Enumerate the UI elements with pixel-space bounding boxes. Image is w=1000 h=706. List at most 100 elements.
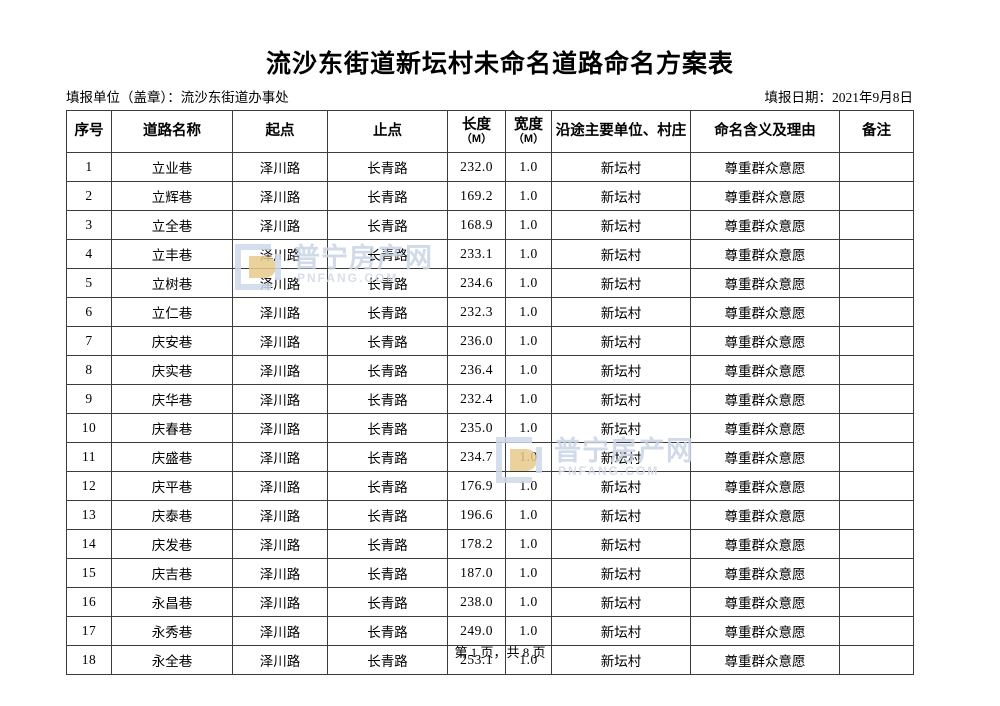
cell-along: 新坛村 bbox=[551, 268, 691, 298]
cell-width: 1.0 bbox=[505, 355, 552, 385]
cell-road-name: 庆春巷 bbox=[111, 413, 233, 443]
column-header-length: 长度 （M） bbox=[447, 110, 506, 153]
cell-start: 泽川路 bbox=[232, 529, 328, 559]
cell-width: 1.0 bbox=[505, 442, 552, 472]
cell-end: 长青路 bbox=[327, 268, 448, 298]
page-number-footer: 第 1 页，共 8 页 bbox=[454, 645, 546, 660]
cell-start: 泽川路 bbox=[232, 558, 328, 588]
cell-road-name: 庆发巷 bbox=[111, 529, 233, 559]
cell-reason: 尊重群众意愿 bbox=[690, 529, 840, 559]
cell-length: 196.6 bbox=[447, 500, 506, 530]
cell-road-name: 永昌巷 bbox=[111, 587, 233, 617]
cell-index: 17 bbox=[66, 616, 112, 646]
cell-length: 232.4 bbox=[447, 384, 506, 414]
cell-note bbox=[839, 645, 914, 675]
cell-length: 238.0 bbox=[447, 587, 506, 617]
cell-index: 14 bbox=[66, 529, 112, 559]
cell-road-name: 立丰巷 bbox=[111, 239, 233, 269]
cell-width: 1.0 bbox=[505, 529, 552, 559]
column-header-width-unit: （M） bbox=[512, 133, 545, 146]
cell-start: 泽川路 bbox=[232, 268, 328, 298]
cell-index: 15 bbox=[66, 558, 112, 588]
cell-note bbox=[839, 297, 914, 327]
table-row: 15 庆吉巷 泽川路 长青路 187.0 1.0 新坛村 尊重群众意愿 bbox=[66, 558, 914, 588]
cell-reason: 尊重群众意愿 bbox=[690, 471, 840, 501]
cell-note bbox=[839, 442, 914, 472]
cell-road-name: 永全巷 bbox=[111, 645, 233, 675]
column-header-index: 序号 bbox=[66, 110, 112, 153]
cell-width: 1.0 bbox=[505, 210, 552, 240]
page-title: 流沙东街道新坛村未命名道路命名方案表 bbox=[265, 51, 734, 78]
table-header: 序号 道路名称 起点 止点 长度 （M） 宽度 （M） 沿途主要单位、村庄 命名含义… bbox=[66, 110, 914, 153]
cell-reason: 尊重群众意愿 bbox=[690, 355, 840, 385]
table-row: 4 立丰巷 泽川路 长青路 233.1 1.0 新坛村 尊重群众意愿 bbox=[66, 239, 914, 269]
cell-note bbox=[839, 355, 914, 385]
cell-note bbox=[839, 268, 914, 298]
reporting-unit-label: 填报单位（盖章）：流沙东街道办事处 bbox=[66, 90, 289, 105]
table-body: 1 立业巷 泽川路 长青路 232.0 1.0 新坛村 尊重群众意愿 2 立辉巷 泽川路 长青路 169… bbox=[66, 152, 914, 675]
cell-note bbox=[839, 616, 914, 646]
table-header-row: 序号 道路名称 起点 止点 长度 （M） 宽度 （M） 沿途主要单位、村庄 命名含义… bbox=[66, 110, 914, 153]
cell-along: 新坛村 bbox=[551, 297, 691, 327]
cell-length: 235.0 bbox=[447, 413, 506, 443]
cell-along: 新坛村 bbox=[551, 587, 691, 617]
cell-road-name: 庆安巷 bbox=[111, 326, 233, 356]
cell-index: 16 bbox=[66, 587, 112, 617]
table-row: 3 立全巷 泽川路 长青路 168.9 1.0 新坛村 尊重群众意愿 bbox=[66, 210, 914, 240]
reporting-date-label: 填报日期：2021年9月8日 bbox=[764, 90, 914, 105]
cell-length: 234.7 bbox=[447, 442, 506, 472]
cell-note bbox=[839, 413, 914, 443]
cell-end: 长青路 bbox=[327, 616, 448, 646]
cell-note bbox=[839, 239, 914, 269]
cell-along: 新坛村 bbox=[551, 152, 691, 182]
cell-width: 1.0 bbox=[505, 471, 552, 501]
cell-end: 长青路 bbox=[327, 529, 448, 559]
cell-reason: 尊重群众意愿 bbox=[690, 587, 840, 617]
cell-along: 新坛村 bbox=[551, 645, 691, 675]
cell-end: 长青路 bbox=[327, 355, 448, 385]
cell-width: 1.0 bbox=[505, 268, 552, 298]
cell-width: 1.0 bbox=[505, 239, 552, 269]
column-header-length-unit: （M） bbox=[460, 133, 493, 146]
cell-reason: 尊重群众意愿 bbox=[690, 268, 840, 298]
cell-end: 长青路 bbox=[327, 645, 448, 675]
cell-start: 泽川路 bbox=[232, 181, 328, 211]
cell-end: 长青路 bbox=[327, 239, 448, 269]
cell-note bbox=[839, 326, 914, 356]
column-header-length-text: 长度 bbox=[462, 117, 491, 134]
cell-along: 新坛村 bbox=[551, 442, 691, 472]
cell-reason: 尊重群众意愿 bbox=[690, 210, 840, 240]
cell-note bbox=[839, 529, 914, 559]
cell-index: 11 bbox=[66, 442, 112, 472]
cell-along: 新坛村 bbox=[551, 413, 691, 443]
cell-length: 234.6 bbox=[447, 268, 506, 298]
cell-road-name: 立树巷 bbox=[111, 268, 233, 298]
cell-index: 9 bbox=[66, 384, 112, 414]
cell-index: 12 bbox=[66, 471, 112, 501]
table-row: 14 庆发巷 泽川路 长青路 178.2 1.0 新坛村 尊重群众意愿 bbox=[66, 529, 914, 559]
cell-along: 新坛村 bbox=[551, 558, 691, 588]
cell-index: 6 bbox=[66, 297, 112, 327]
cell-start: 泽川路 bbox=[232, 471, 328, 501]
table-row: 18 永全巷 泽川路 长青路 253.1 1.0 新坛村 尊重群众意愿 bbox=[66, 645, 914, 675]
road-naming-table-wrapper: 序号 道路名称 起点 止点 长度 （M） 宽度 （M） 沿途主要单位、村庄 命名含义… bbox=[66, 110, 914, 675]
cell-index: 4 bbox=[66, 239, 112, 269]
cell-start: 泽川路 bbox=[232, 384, 328, 414]
table-row: 6 立仁巷 泽川路 长青路 232.3 1.0 新坛村 尊重群众意愿 bbox=[66, 297, 914, 327]
cell-note bbox=[839, 587, 914, 617]
cell-width: 1.0 bbox=[505, 384, 552, 414]
cell-end: 长青路 bbox=[327, 297, 448, 327]
cell-reason: 尊重群众意愿 bbox=[690, 558, 840, 588]
cell-start: 泽川路 bbox=[232, 210, 328, 240]
cell-width: 1.0 bbox=[505, 500, 552, 530]
cell-start: 泽川路 bbox=[232, 355, 328, 385]
cell-width: 1.0 bbox=[505, 558, 552, 588]
column-header-width-text: 宽度 bbox=[514, 117, 543, 134]
cell-road-name: 庆华巷 bbox=[111, 384, 233, 414]
cell-road-name: 庆盛巷 bbox=[111, 442, 233, 472]
cell-length: 232.0 bbox=[447, 152, 506, 182]
cell-end: 长青路 bbox=[327, 442, 448, 472]
cell-end: 长青路 bbox=[327, 413, 448, 443]
cell-start: 泽川路 bbox=[232, 500, 328, 530]
cell-along: 新坛村 bbox=[551, 326, 691, 356]
